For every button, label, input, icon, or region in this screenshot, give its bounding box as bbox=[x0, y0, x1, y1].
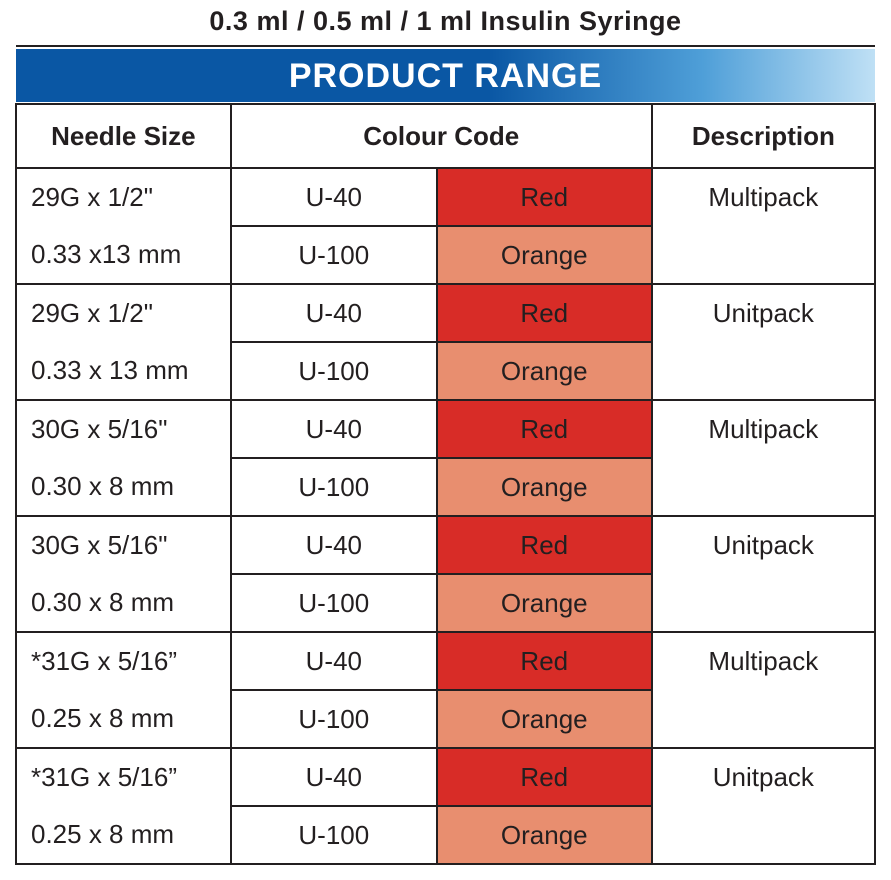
table-row: *31G x 5/16”U-40RedMultipack bbox=[16, 632, 875, 690]
colour-swatch: Orange bbox=[437, 226, 652, 284]
needle-size-top: *31G x 5/16” bbox=[16, 632, 231, 690]
description: Unitpack bbox=[652, 516, 875, 574]
colour-swatch: Red bbox=[437, 168, 652, 226]
colour-code-unit: U-40 bbox=[231, 168, 437, 226]
page-title: 0.3 ml / 0.5 ml / 1 ml Insulin Syringe bbox=[15, 6, 876, 37]
colour-swatch: Orange bbox=[437, 458, 652, 516]
table-row: 0.25 x 8 mmU-100Orange bbox=[16, 690, 875, 748]
colour-code-unit: U-100 bbox=[231, 574, 437, 632]
table-row: 0.30 x 8 mmU-100Orange bbox=[16, 458, 875, 516]
colour-swatch: Red bbox=[437, 516, 652, 574]
header-needle: Needle Size bbox=[16, 104, 231, 168]
colour-code-unit: U-40 bbox=[231, 400, 437, 458]
colour-swatch: Orange bbox=[437, 690, 652, 748]
colour-swatch: Red bbox=[437, 632, 652, 690]
needle-size-top: 30G x 5/16" bbox=[16, 400, 231, 458]
table-row: 30G x 5/16"U-40RedUnitpack bbox=[16, 516, 875, 574]
colour-swatch: Orange bbox=[437, 574, 652, 632]
colour-code-unit: U-100 bbox=[231, 342, 437, 400]
colour-code-unit: U-40 bbox=[231, 284, 437, 342]
description-empty bbox=[652, 342, 875, 400]
needle-size-top: 30G x 5/16" bbox=[16, 516, 231, 574]
colour-swatch: Orange bbox=[437, 806, 652, 864]
table-row: 0.33 x13 mmU-100Orange bbox=[16, 226, 875, 284]
needle-size-top: 29G x 1/2" bbox=[16, 284, 231, 342]
colour-code-unit: U-100 bbox=[231, 690, 437, 748]
needle-size-bot: 0.25 x 8 mm bbox=[16, 690, 231, 748]
colour-swatch: Red bbox=[437, 284, 652, 342]
description-empty bbox=[652, 226, 875, 284]
description: Multipack bbox=[652, 168, 875, 226]
colour-code-unit: U-100 bbox=[231, 226, 437, 284]
description: Multipack bbox=[652, 400, 875, 458]
description-empty bbox=[652, 458, 875, 516]
needle-size-bot: 0.25 x 8 mm bbox=[16, 806, 231, 864]
table-row: 29G x 1/2"U-40RedMultipack bbox=[16, 168, 875, 226]
header-desc: Description bbox=[652, 104, 875, 168]
colour-code-unit: U-40 bbox=[231, 516, 437, 574]
needle-size-bot: 0.30 x 8 mm bbox=[16, 574, 231, 632]
description: Unitpack bbox=[652, 748, 875, 806]
table-row: 29G x 1/2"U-40RedUnitpack bbox=[16, 284, 875, 342]
needle-size-top: *31G x 5/16” bbox=[16, 748, 231, 806]
colour-code-unit: U-100 bbox=[231, 806, 437, 864]
colour-swatch: Orange bbox=[437, 342, 652, 400]
table-row: 30G x 5/16"U-40RedMultipack bbox=[16, 400, 875, 458]
header-row: Needle Size Colour Code Description bbox=[16, 104, 875, 168]
needle-size-bot: 0.33 x13 mm bbox=[16, 226, 231, 284]
colour-swatch: Red bbox=[437, 748, 652, 806]
page-wrap: 0.3 ml / 0.5 ml / 1 ml Insulin Syringe P… bbox=[0, 6, 891, 865]
description-empty bbox=[652, 690, 875, 748]
table-row: 0.33 x 13 mmU-100Orange bbox=[16, 342, 875, 400]
colour-code-unit: U-100 bbox=[231, 458, 437, 516]
header-colour: Colour Code bbox=[231, 104, 652, 168]
table-row: 0.25 x 8 mmU-100Orange bbox=[16, 806, 875, 864]
description-empty bbox=[652, 806, 875, 864]
banner-label: PRODUCT RANGE bbox=[16, 49, 875, 102]
colour-code-unit: U-40 bbox=[231, 632, 437, 690]
table-row: *31G x 5/16”U-40RedUnitpack bbox=[16, 748, 875, 806]
banner-row: PRODUCT RANGE bbox=[16, 46, 875, 104]
needle-size-bot: 0.33 x 13 mm bbox=[16, 342, 231, 400]
description-empty bbox=[652, 574, 875, 632]
colour-swatch: Red bbox=[437, 400, 652, 458]
colour-code-unit: U-40 bbox=[231, 748, 437, 806]
needle-size-bot: 0.30 x 8 mm bbox=[16, 458, 231, 516]
needle-size-top: 29G x 1/2" bbox=[16, 168, 231, 226]
table-row: 0.30 x 8 mmU-100Orange bbox=[16, 574, 875, 632]
description: Multipack bbox=[652, 632, 875, 690]
product-table: PRODUCT RANGE Needle Size Colour Code De… bbox=[15, 45, 876, 865]
description: Unitpack bbox=[652, 284, 875, 342]
